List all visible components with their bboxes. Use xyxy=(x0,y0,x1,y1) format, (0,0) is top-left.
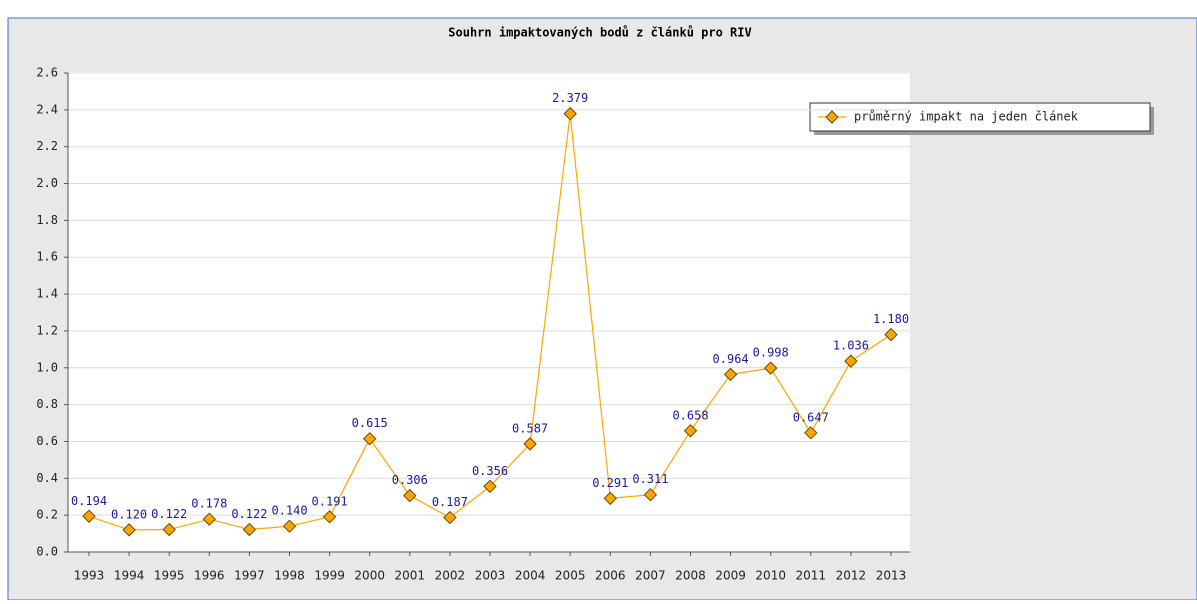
y-tick-label: 0.8 xyxy=(36,397,58,411)
x-tick-label: 1993 xyxy=(74,569,105,583)
x-tick-label: 1998 xyxy=(274,569,305,583)
y-tick-label: 1.0 xyxy=(36,360,58,374)
y-tick-label: 2.2 xyxy=(36,139,58,153)
x-tick-label: 1995 xyxy=(154,569,185,583)
data-label: 0.647 xyxy=(793,410,829,424)
data-label: 0.140 xyxy=(271,504,307,518)
y-tick-label: 0.4 xyxy=(36,471,58,485)
x-tick-label: 2009 xyxy=(715,569,746,583)
x-tick-label: 2003 xyxy=(475,569,506,583)
data-point xyxy=(322,510,337,524)
x-tick-label: 2012 xyxy=(836,569,867,583)
x-tick-label: 2010 xyxy=(755,569,786,583)
y-tick-label: 1.8 xyxy=(36,213,58,227)
chart-title: Souhrn impaktovaných bodů z článků pro R… xyxy=(448,26,751,40)
y-tick-label: 2.6 xyxy=(36,66,58,80)
legend-label: průměrný impakt na jeden článek xyxy=(854,110,1079,124)
data-point xyxy=(122,523,136,537)
x-tick-label: 2000 xyxy=(354,569,385,583)
x-tick-label: 1997 xyxy=(234,569,265,583)
data-label: 0.122 xyxy=(151,507,187,521)
data-point xyxy=(844,354,858,368)
legend-marker xyxy=(825,110,839,124)
plot-area xyxy=(68,72,910,552)
x-tick-label: 1994 xyxy=(114,569,145,583)
data-label: 2.379 xyxy=(552,91,588,105)
data-label: 0.356 xyxy=(472,464,508,478)
data-label: 0.194 xyxy=(71,494,107,508)
data-label: 0.187 xyxy=(432,495,468,509)
y-tick-label: 1.2 xyxy=(36,323,58,337)
data-point xyxy=(362,431,377,446)
y-tick-label: 0.6 xyxy=(36,434,58,448)
data-point xyxy=(82,509,96,523)
data-label: 0.122 xyxy=(231,507,267,521)
data-point xyxy=(443,510,457,525)
x-tick-label: 2004 xyxy=(515,569,546,583)
y-tick-label: 2.4 xyxy=(36,102,58,116)
data-point xyxy=(483,479,497,494)
data-label: 0.311 xyxy=(632,472,668,486)
y-tick-label: 0.2 xyxy=(36,508,58,522)
data-point xyxy=(884,327,898,342)
data-point xyxy=(162,522,176,537)
data-label: 0.587 xyxy=(512,421,548,435)
data-point xyxy=(603,491,618,506)
data-label: 0.998 xyxy=(753,346,789,360)
data-point xyxy=(563,107,577,121)
x-tick-label: 2011 xyxy=(796,569,827,583)
y-tick-label: 2.0 xyxy=(36,176,58,190)
y-tick-label: 1.4 xyxy=(36,287,58,301)
data-point xyxy=(683,424,698,438)
data-point xyxy=(242,522,257,537)
data-point xyxy=(763,361,778,375)
x-tick-label: 2005 xyxy=(555,569,586,583)
legend-box xyxy=(809,102,1151,132)
x-tick-label: 2013 xyxy=(876,569,907,583)
y-tick-label: 1.6 xyxy=(36,250,58,264)
data-label: 0.291 xyxy=(592,476,628,490)
data-label: 0.658 xyxy=(672,408,708,422)
data-point xyxy=(523,437,537,451)
data-point xyxy=(804,426,818,440)
data-label: 0.306 xyxy=(392,473,428,487)
x-tick-label: 2002 xyxy=(435,569,466,583)
x-tick-label: 2007 xyxy=(635,569,666,583)
x-tick-label: 1999 xyxy=(314,569,345,583)
x-tick-label: 2001 xyxy=(395,569,426,583)
data-point xyxy=(282,519,297,533)
data-point xyxy=(202,512,217,526)
x-tick-label: 2006 xyxy=(595,569,626,583)
data-point xyxy=(643,487,658,502)
data-label: 1.180 xyxy=(873,312,909,326)
data-point xyxy=(403,488,417,503)
data-label: 1.036 xyxy=(833,339,869,353)
data-label: 0.120 xyxy=(111,507,147,521)
data-label: 0.964 xyxy=(713,352,749,366)
data-label: 0.178 xyxy=(191,497,227,511)
data-label: 0.615 xyxy=(352,416,388,430)
x-tick-label: 1996 xyxy=(194,569,225,583)
x-tick-label: 2008 xyxy=(675,569,706,583)
y-tick-label: 0.0 xyxy=(36,545,58,559)
data-point xyxy=(723,367,738,382)
data-label: 0.191 xyxy=(312,494,348,508)
